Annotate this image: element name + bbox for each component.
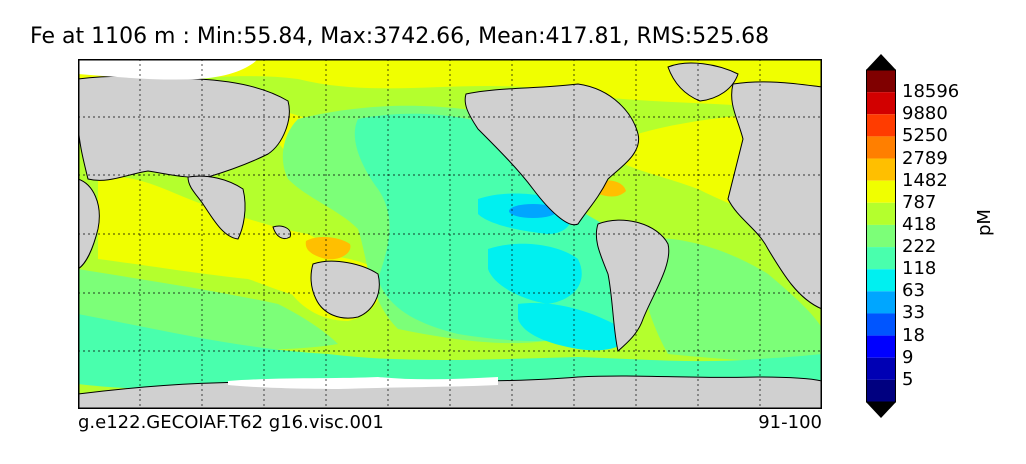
- australia: [310, 260, 380, 319]
- map-title: Fe at 1106 m : Min:55.84, Max:3742.66, M…: [30, 24, 770, 49]
- europe-africa: [727, 81, 822, 310]
- colorbar-segment: [866, 379, 896, 402]
- africa-west-edge: [78, 178, 100, 270]
- colorbar-segment: [866, 92, 896, 115]
- colorbar-level-label: 2789: [902, 147, 948, 169]
- pacific-cyan-southeast: [518, 303, 626, 351]
- colorbar-segment: [866, 357, 896, 380]
- colorbar-frame: [866, 69, 896, 403]
- year-range-label: 91-100: [758, 412, 822, 433]
- colorbar-segment: [866, 202, 896, 225]
- colorbar-segment: [866, 247, 896, 270]
- colorbar-segment: [866, 335, 896, 358]
- run-name-label: g.e122.GECOIAF.T62 g16.visc.001: [78, 412, 384, 433]
- pacific-cyan-south: [488, 243, 582, 304]
- colorbar-segment: [866, 224, 896, 248]
- colorbar-segment: [866, 291, 896, 314]
- colorbar-segment: [866, 70, 896, 93]
- arctic-ice: [78, 59, 258, 80]
- colorbar-level-label: 18: [902, 324, 925, 346]
- new-guinea-orange: [305, 237, 351, 260]
- colorbar-level-label: 418: [902, 213, 937, 235]
- map-gridlines: [78, 59, 822, 409]
- ocean-iron-map: [78, 59, 822, 409]
- colorbar-level-label: 63: [902, 280, 925, 302]
- greenland: [667, 62, 739, 102]
- colorbar-unit-label: pM: [974, 209, 995, 236]
- colorbar-segment: [866, 313, 896, 336]
- southern-ocean-aqua: [78, 314, 822, 392]
- colorbar: [866, 54, 896, 418]
- colorbar-level-label: 5: [902, 368, 914, 390]
- colorbar-level-label: 33: [902, 302, 925, 324]
- arctic-yellow-band: [78, 59, 822, 114]
- india-se-asia: [187, 175, 246, 240]
- colorbar-level-label: 222: [902, 236, 937, 258]
- antarctic-ice-edge: [228, 377, 498, 389]
- south-america: [595, 219, 670, 352]
- colorbar-top-arrow: [866, 54, 896, 70]
- colorbar-level-label: 118: [902, 258, 937, 280]
- colorbar-level-label: 9: [902, 346, 914, 368]
- colorbar-level-label: 787: [902, 191, 937, 213]
- colorbar-level-label: 5250: [902, 125, 948, 147]
- colorbar-segment: [866, 136, 896, 159]
- colorbar-level-label: 18596: [902, 81, 960, 103]
- colorbar-level-label: 9880: [902, 103, 948, 125]
- colorbar-segment: [866, 114, 896, 137]
- pacific-blue-core: [509, 204, 557, 218]
- new-guinea-islands: [272, 225, 292, 240]
- map-border: [78, 59, 822, 409]
- colorbar-segment: [866, 180, 896, 203]
- north-america: [464, 83, 640, 226]
- colorbar-segment: [866, 158, 896, 181]
- colorbar-level-label: 1482: [902, 169, 948, 191]
- south-atlantic-green: [638, 238, 822, 362]
- colorbar-bottom-arrow: [866, 402, 896, 418]
- colorbar-segment: [866, 269, 896, 292]
